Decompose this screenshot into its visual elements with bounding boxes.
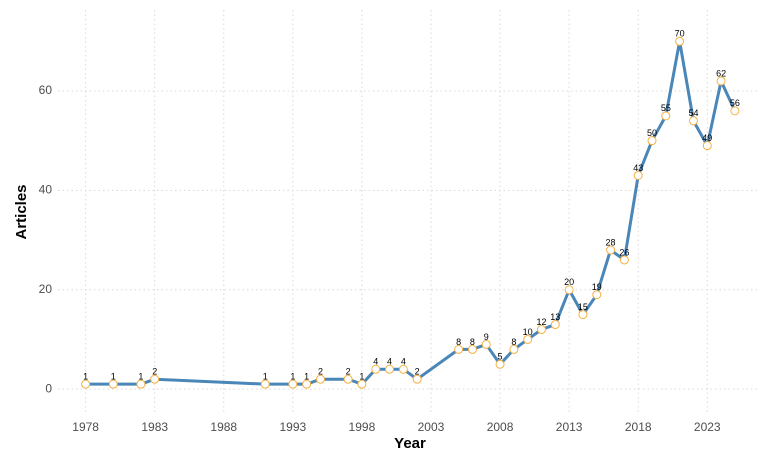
data-label: 15 xyxy=(578,302,588,312)
data-line xyxy=(85,39,737,386)
data-point xyxy=(523,334,533,344)
data-point xyxy=(716,76,726,86)
data-point xyxy=(343,374,353,384)
data-point xyxy=(385,364,395,374)
x-tick-label: 1993 xyxy=(279,420,306,434)
y-axis-title: Articles xyxy=(13,184,30,239)
data-point xyxy=(454,344,464,354)
data-point xyxy=(688,116,698,126)
data-point xyxy=(81,379,91,389)
data-point xyxy=(633,170,643,180)
data-point xyxy=(495,359,505,369)
data-label: 55 xyxy=(661,103,671,113)
data-point xyxy=(550,320,560,330)
data-point xyxy=(606,245,616,255)
data-label: 28 xyxy=(606,237,616,247)
data-point xyxy=(302,379,312,389)
data-label: 26 xyxy=(619,247,629,257)
data-label: 4 xyxy=(373,357,378,367)
data-label: 8 xyxy=(456,337,461,347)
data-point xyxy=(136,379,146,389)
data-point xyxy=(661,111,671,121)
data-label: 9 xyxy=(484,332,489,342)
data-label: 12 xyxy=(536,317,546,327)
data-label: 54 xyxy=(688,108,698,118)
x-axis-title: Year xyxy=(394,435,426,452)
data-label: 1 xyxy=(138,372,143,382)
data-point xyxy=(509,344,519,354)
data-label: 49 xyxy=(702,133,712,143)
data-label: 10 xyxy=(523,327,533,337)
data-label: 20 xyxy=(564,277,574,287)
data-point xyxy=(619,255,629,265)
data-label: 1 xyxy=(83,372,88,382)
data-point xyxy=(536,325,546,335)
data-label: 2 xyxy=(346,367,351,377)
data-label: 1 xyxy=(111,372,116,382)
data-label: 2 xyxy=(152,367,157,377)
data-label: 2 xyxy=(415,367,420,377)
data-label: 62 xyxy=(716,68,726,78)
data-point xyxy=(647,136,657,146)
data-point xyxy=(398,364,408,374)
data-point xyxy=(371,364,381,374)
data-label: 1 xyxy=(263,372,268,382)
data-point xyxy=(675,36,685,46)
x-tick-label: 2003 xyxy=(418,420,445,434)
data-label: 56 xyxy=(730,98,740,108)
data-point xyxy=(108,379,118,389)
x-tick-label: 1983 xyxy=(141,420,168,434)
data-label: 4 xyxy=(401,357,406,367)
data-label: 5 xyxy=(498,352,503,362)
data-point xyxy=(702,141,712,151)
x-tick-label: 1978 xyxy=(72,420,99,434)
data-label: 1 xyxy=(359,372,364,382)
data-point xyxy=(260,379,270,389)
data-label: 19 xyxy=(592,282,602,292)
x-tick-label: 2023 xyxy=(694,420,721,434)
data-point xyxy=(730,106,740,116)
data-label: 13 xyxy=(550,312,560,322)
data-label: 2 xyxy=(318,367,323,377)
data-point xyxy=(412,374,422,384)
data-label: 4 xyxy=(387,357,392,367)
x-tick-label: 1998 xyxy=(349,420,376,434)
x-tick-label: 2013 xyxy=(556,420,583,434)
data-point xyxy=(467,344,477,354)
y-tick-label: 60 xyxy=(39,83,53,97)
x-tick-label: 2018 xyxy=(625,420,652,434)
data-label: 50 xyxy=(647,128,657,138)
data-point xyxy=(357,379,367,389)
data-point xyxy=(592,290,602,300)
data-label: 43 xyxy=(633,163,643,173)
y-tick-label: 40 xyxy=(39,183,53,197)
data-point xyxy=(315,374,325,384)
data-label: 70 xyxy=(675,29,685,39)
data-label: 8 xyxy=(470,337,475,347)
y-tick-label: 0 xyxy=(45,381,52,395)
data-point xyxy=(481,339,491,349)
data-label: 1 xyxy=(304,372,309,382)
x-tick-label: 1988 xyxy=(210,420,237,434)
data-point xyxy=(578,310,588,320)
x-tick-label: 2008 xyxy=(487,420,514,434)
y-tick-label: 20 xyxy=(39,282,53,296)
data-point xyxy=(288,379,298,389)
data-point xyxy=(150,374,160,384)
data-label: 8 xyxy=(511,337,516,347)
data-label: 1 xyxy=(290,372,295,382)
data-point xyxy=(564,285,574,295)
